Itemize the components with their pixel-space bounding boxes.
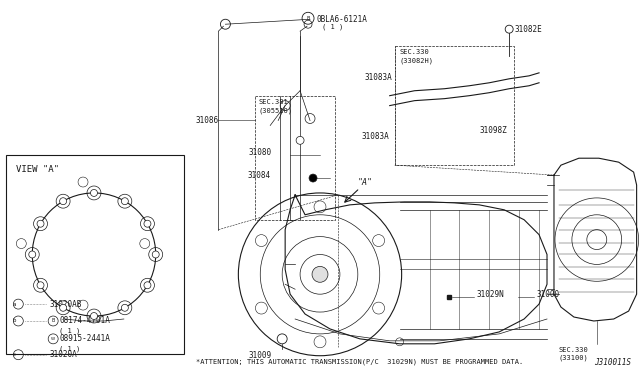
Text: a: a [13,302,16,307]
Circle shape [296,137,304,144]
Circle shape [90,312,97,320]
Text: (33082H): (33082H) [399,58,434,64]
Text: 31029N: 31029N [476,290,504,299]
Circle shape [122,304,129,311]
Circle shape [29,251,36,258]
Text: 31082E: 31082E [514,25,542,34]
Text: 08174-4701A: 08174-4701A [59,317,110,326]
Text: ( 1 ): ( 1 ) [59,328,81,334]
Text: J310011S: J310011S [594,357,630,367]
Text: W: W [51,337,55,341]
Text: 0BLA6-6121A: 0BLA6-6121A [316,15,367,24]
Text: ( 1 ): ( 1 ) [322,23,343,30]
Circle shape [122,198,129,205]
Text: VIEW "A": VIEW "A" [17,165,60,174]
Bar [255,96,335,220]
Bar [395,46,514,165]
Text: B: B [307,16,310,21]
Circle shape [60,198,67,205]
Circle shape [37,220,44,227]
Text: 31020A: 31020A [49,350,77,359]
Text: "A": "A" [358,178,373,187]
Text: 31000: 31000 [536,290,559,299]
Text: 31098Z: 31098Z [479,126,507,135]
Text: c: c [13,352,16,357]
Text: SEC.381: SEC.381 [259,99,288,105]
Circle shape [309,174,317,182]
Text: 31083A: 31083A [365,73,392,82]
Circle shape [37,282,44,289]
Text: 31080: 31080 [248,148,271,157]
Text: 31083A: 31083A [362,132,390,141]
Circle shape [152,251,159,258]
Text: 31020AB: 31020AB [49,299,81,309]
Text: (33100): (33100) [559,355,589,361]
Text: b: b [13,318,16,324]
Circle shape [60,304,67,311]
Text: *ATTENTION; THIS AUTOMATIC TRANSMISSION(P/C  31029N) MUST BE PROGRAMMED DATA.: *ATTENTION; THIS AUTOMATIC TRANSMISSION(… [196,359,523,365]
Text: 08915-2441A: 08915-2441A [59,334,110,343]
Bar [6,155,184,354]
Text: 31084: 31084 [247,171,271,180]
Circle shape [144,220,151,227]
Text: SEC.330: SEC.330 [399,49,429,55]
Text: B: B [51,318,55,324]
Circle shape [144,282,151,289]
Circle shape [90,189,97,196]
Text: (305510): (305510) [259,108,292,114]
Text: ( 1 ): ( 1 ) [59,346,81,352]
Text: 31086: 31086 [196,116,219,125]
Text: 31009: 31009 [248,351,271,360]
Circle shape [312,266,328,282]
Text: SEC.330: SEC.330 [559,347,589,353]
